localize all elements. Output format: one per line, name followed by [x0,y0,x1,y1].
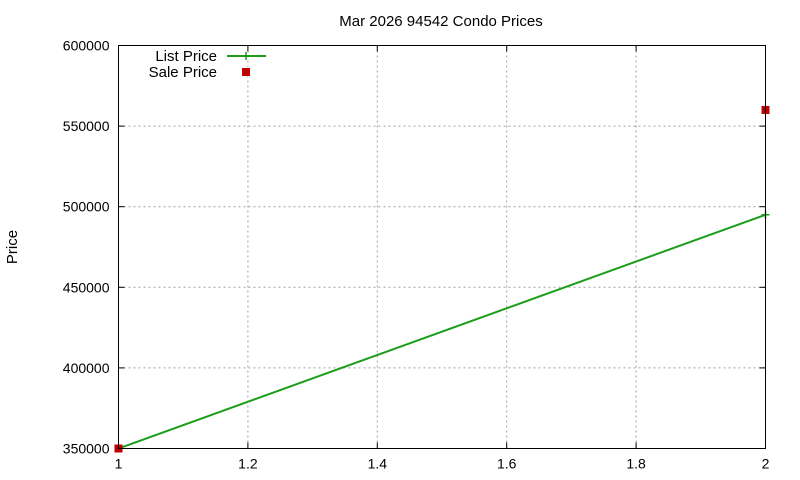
legend-swatch-marker [242,52,250,60]
x-tick-label: 1.8 [626,456,646,472]
series-line [118,213,766,450]
y-tick-label: 550000 [63,118,110,134]
x-tick-label: 1.2 [238,456,258,472]
tick-labels: 1 1.2 1.4 1.6 1.8 2 350000 400000 450000 500000 55… [63,38,770,472]
series-list-price [114,210,770,453]
y-tick-label: 600000 [63,38,110,54]
series-sale-price [114,105,770,453]
plot-frame [118,45,766,449]
y-tick-label: 500000 [63,199,110,215]
legend-label: Sale Price [149,64,217,81]
x-tick-label: 2 [762,456,770,472]
y-tick-label: 400000 [63,360,110,376]
legend-swatch-marker [242,68,250,76]
chart-title: Mar 2026 94542 Condo Prices [339,13,542,30]
x-tick-label: 1 [115,456,123,472]
legend-label: List Price [155,48,217,65]
x-tick-label: 1.6 [497,456,517,472]
axis-ticks [118,45,766,449]
x-tick-label: 1.4 [368,456,388,472]
grid-lines [118,45,766,449]
y-tick-label: 450000 [63,279,110,295]
y-axis-label: Price [4,230,21,264]
y-tick-label: 350000 [63,441,110,457]
data-series [114,105,770,453]
